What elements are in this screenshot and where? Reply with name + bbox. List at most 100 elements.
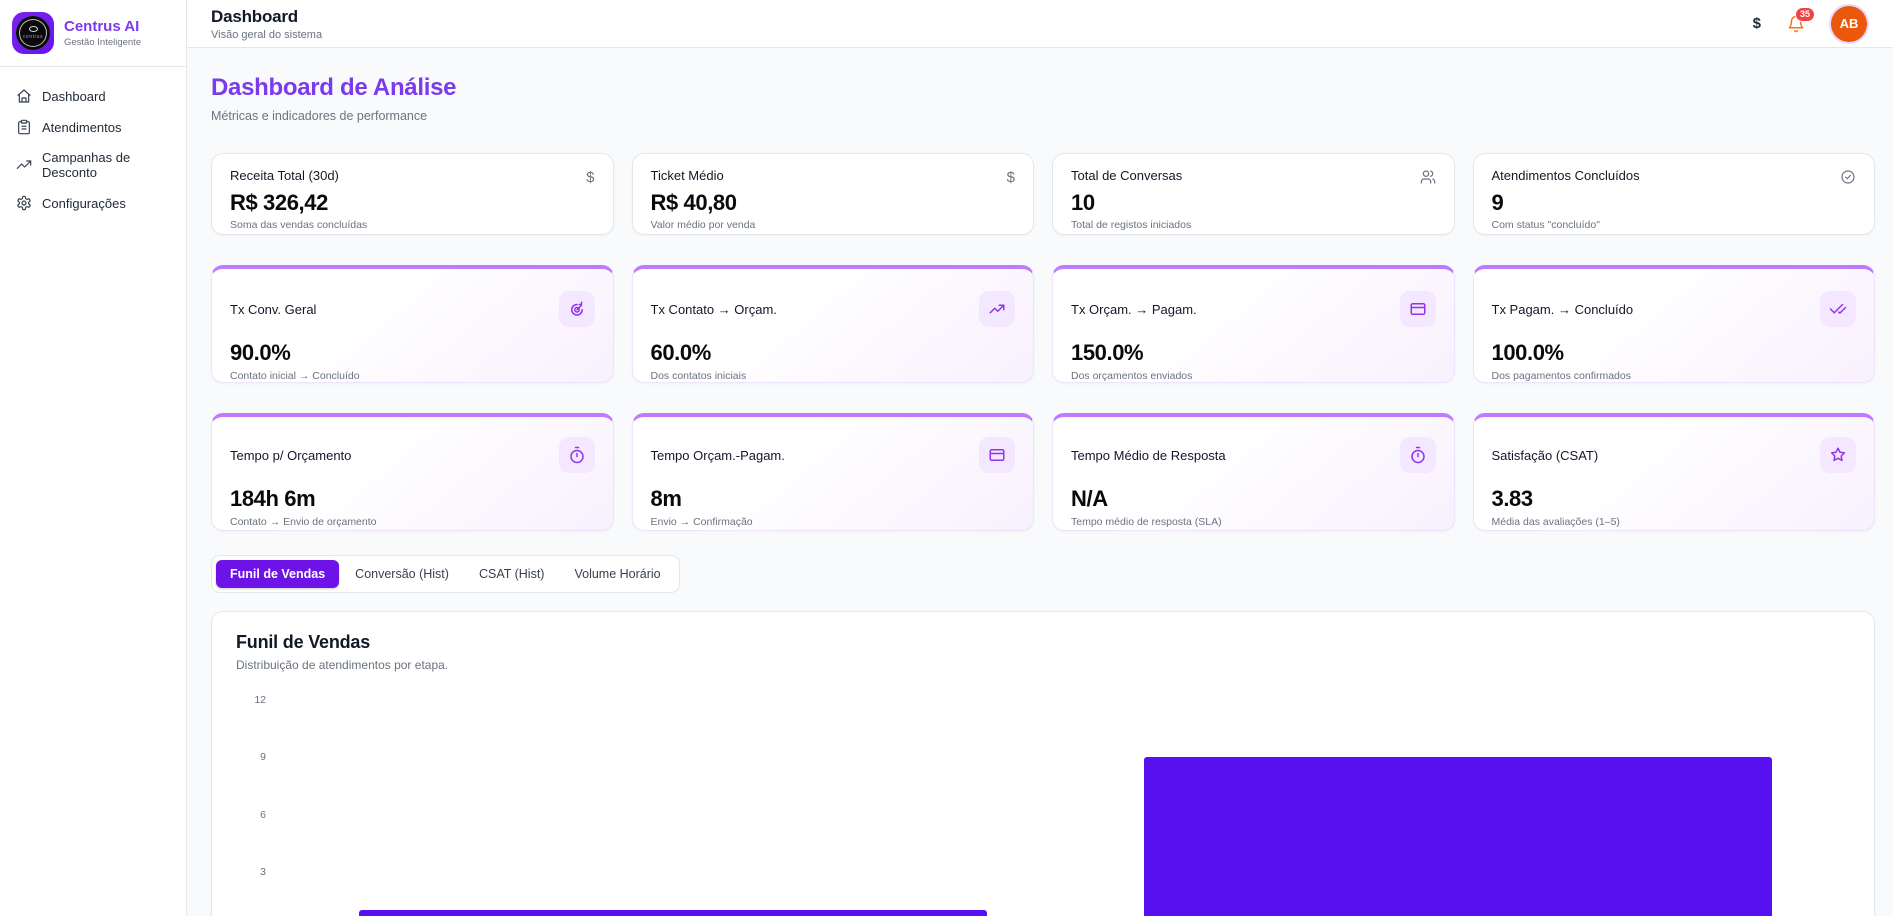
kpi-card-total-conversas: Total de Conversas 10 Total de registos … [1052,153,1455,235]
y-axis: 0 3 6 9 12 [236,694,280,916]
check-check-icon [1820,291,1856,327]
kpi-label: Tx Orçam. → Pagam. [1071,301,1197,317]
y-tick: 6 [260,808,266,821]
kpi-value: R$ 40,80 [650,190,737,215]
kpi-card-tx-contato-orcam: Tx Contato → Orçam. 60.0% Dos contatos i… [631,265,1034,383]
kpi-label: Tempo Médio de Resposta [1071,447,1226,463]
y-tick: 9 [260,751,266,764]
kpi-sub: Com status "concluído" [1491,219,1600,231]
kpi-sub: Envio → Confirmação [650,516,753,528]
home-icon [17,89,31,103]
kpi-sub: Dos orçamentos enviados [1071,370,1193,382]
plot-area [280,700,1850,916]
kpi-sub: Soma das vendas concluídas [230,219,368,231]
kpi-card-receita-total: Receita Total (30d) $ R$ 326,42 Soma das… [211,153,614,235]
topbar-title: Dashboard [211,6,298,26]
bar-chart: 0 3 6 9 12 [236,694,1850,916]
kpi-sub: Tempo médio de resposta (SLA) [1071,516,1222,528]
kpi-value: 100.0% [1491,340,1565,365]
kpi-label: Tx Pagam. → Concluído [1491,301,1634,317]
brand-logo-mark: centrus [16,16,50,50]
chart-title: Funil de Vendas [236,632,371,652]
kpi-card-atendimentos-concluidos: Atendimentos Concluídos 9 Com status "co… [1472,153,1875,235]
kpi-label: Satisfação (CSAT) [1491,447,1599,463]
kpi-card-tempo-orcam-pagam: Tempo Orçam.-Pagam. 8m Envio → Confirmaç… [631,413,1034,531]
sidebar-item-configuracoes[interactable]: Configurações [16,190,170,216]
chart-subtitle: Distribuição de atendimentos por etapa. [236,658,449,672]
avatar[interactable]: AB [1831,5,1867,42]
chart-tabs: Funil de Vendas Conversão (Hist) CSAT (H… [211,555,680,593]
kpi-value: 10 [1071,190,1095,215]
kpi-card-satisfacao-csat: Satisfação (CSAT) 3.83 Média das avaliaç… [1472,413,1875,531]
brand-block: centrus Centrus AI Gestão Inteligente [0,0,186,67]
kpi-card-tempo-orcamento: Tempo p/ Orçamento 184h 6m Contato → Env… [211,413,614,531]
kpi-value: 3.83 [1491,486,1534,511]
kpi-value: N/A [1071,486,1108,511]
kpi-label: Ticket Médio [650,168,724,183]
main-content: Dashboard de Análise Métricas e indicado… [187,48,1893,916]
kpi-card-tempo-medio-resposta: Tempo Médio de Resposta N/A Tempo médio … [1052,413,1455,531]
timer-icon [558,437,595,473]
credit-card-icon [979,437,1015,473]
y-tick: 3 [260,865,266,878]
brand-tagline: Gestão Inteligente [64,37,142,49]
gear-icon [17,195,31,211]
sidebar-item-label: Dashboard [42,88,106,104]
funnel-chart-card: Funil de Vendas Distribuição de atendime… [211,611,1875,916]
bar-concluido[interactable] [1143,757,1772,916]
kpi-value: 9 [1491,190,1504,215]
kpi-sub: Valor médio por venda [650,219,756,231]
brand-name: Centrus AI [64,17,140,35]
tab-csat-hist[interactable]: CSAT (Hist) [478,567,545,581]
page-subtitle: Métricas e indicadores de performance [211,109,428,123]
trending-up-icon [16,160,32,169]
kpi-sub: Média das avaliações (1–5) [1491,516,1620,528]
sidebar-item-label: Configurações [42,195,126,211]
page-title: Dashboard de Análise [211,74,457,101]
camera-lens-icon [28,26,38,32]
kpi-value: R$ 326,42 [230,190,328,215]
clipboard-icon [18,119,30,135]
topbar: Dashboard Visão geral do sistema $ 35 AB [187,0,1893,48]
kpi-label: Tempo p/ Orçamento [230,447,352,463]
dollar-icon: $ [586,169,595,186]
sidebar-item-campanhas[interactable]: Campanhas de Desconto [16,145,170,185]
sidebar-item-label: Campanhas de Desconto [42,150,131,180]
check-circle-icon [1840,169,1856,190]
tab-conversao-hist[interactable]: Conversão (Hist) [355,567,449,581]
tab-funil-de-vendas[interactable]: Funil de Vendas [216,560,340,588]
kpi-sub: Contato inicial → Concluído [230,370,360,382]
brand-logo: centrus [12,12,54,54]
kpi-value: 184h 6m [230,486,316,511]
sidebar-item-atendimentos[interactable]: Atendimentos [16,114,170,140]
kpi-sub: Total de registos iniciados [1071,219,1192,231]
currency-icon[interactable]: $ [1752,15,1761,32]
kpi-label: Tempo Orçam.-Pagam. [650,447,785,463]
topbar-subtitle: Visão geral do sistema [211,28,323,41]
y-tick: 12 [254,694,266,706]
trending-up-icon [979,291,1015,327]
kpi-sub: Contato → Envio de orçamento [230,516,377,528]
sidebar-item-dashboard[interactable]: Dashboard [16,83,170,109]
sidebar-item-label: Atendimentos [42,119,122,135]
dollar-icon: $ [1006,169,1015,186]
bar-aguardando-orcamento[interactable] [358,909,987,916]
kpi-card-ticket-medio: Ticket Médio $ R$ 40,80 Valor médio por … [631,153,1034,235]
timer-icon [1399,437,1436,473]
sidebar-nav: Dashboard Atendimentos Campanhas de Desc… [0,67,186,237]
kpi-row-3: Tempo p/ Orçamento 184h 6m Contato → Env… [211,413,1875,531]
kpi-sub: Dos pagamentos confirmados [1491,370,1632,382]
kpi-value: 90.0% [230,340,291,365]
credit-card-icon [1399,291,1436,327]
kpi-sub: Dos contatos iniciais [650,370,747,382]
kpi-card-tx-pagam-concluido: Tx Pagam. → Concluído 100.0% Dos pagamen… [1472,265,1875,383]
kpi-card-tx-orcam-pagam: Tx Orçam. → Pagam. 150.0% Dos orçamentos… [1052,265,1455,383]
kpi-value: 150.0% [1071,340,1144,365]
kpi-card-tx-conv-geral: Tx Conv. Geral 90.0% Contato inicial → C… [211,265,614,383]
kpi-label: Tx Contato → Orçam. [650,301,777,317]
tab-volume-horario[interactable]: Volume Horário [574,567,661,581]
sidebar: centrus Centrus AI Gestão Inteligente Da… [0,0,187,916]
notifications-button[interactable]: 35 [1787,6,1815,33]
notification-badge: 35 [1794,6,1815,22]
